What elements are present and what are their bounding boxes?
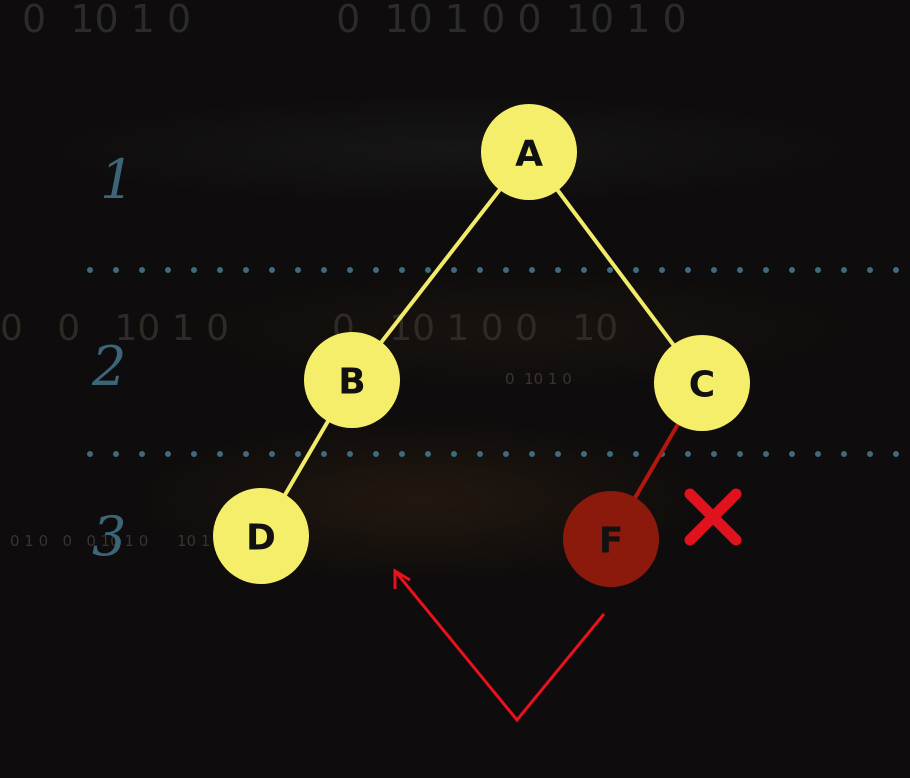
background-digits-small-1: 0 10 1 0 [505,370,572,388]
tree-node-circle-d [213,488,309,584]
v-arrow-icon [393,568,606,723]
tree-node-circle-a [481,104,577,200]
tree-node-b: B [304,332,400,428]
tree-node-circle-f [563,491,659,587]
background-digits-middle: 0 0 10 1 0 0 10 1 0 0 10 [0,308,618,349]
tree-edge-a-b [350,150,531,382]
level-label-3: 3 [92,505,126,568]
background-digits-small-2: 0 1 0 0 0 10 1 0 10 1 0 [10,532,225,550]
tree-node-circle-c [654,335,750,431]
level-label-2: 2 [91,335,126,398]
tree-node-f: F [563,491,659,587]
tree-node-d: D [213,488,309,584]
tree-node-label-b: B [338,362,365,403]
tree-node-c: C [654,335,750,431]
tree-node-label-c: C [689,365,715,406]
tree-nodes: A B C D F [213,104,750,587]
tree-node-label-d: D [246,518,276,559]
tree-node-a: A [481,104,577,200]
x-mark-icon [684,488,742,546]
tree-node-circle-b [304,332,400,428]
background-digits-top: 0 10 1 0 0 10 1 0 0 10 1 0 [22,0,687,41]
tree-edge-a-c [527,150,704,385]
tree-node-label-f: F [599,521,624,562]
level-label-1: 1 [100,148,134,211]
tree-node-label-a: A [515,134,543,175]
